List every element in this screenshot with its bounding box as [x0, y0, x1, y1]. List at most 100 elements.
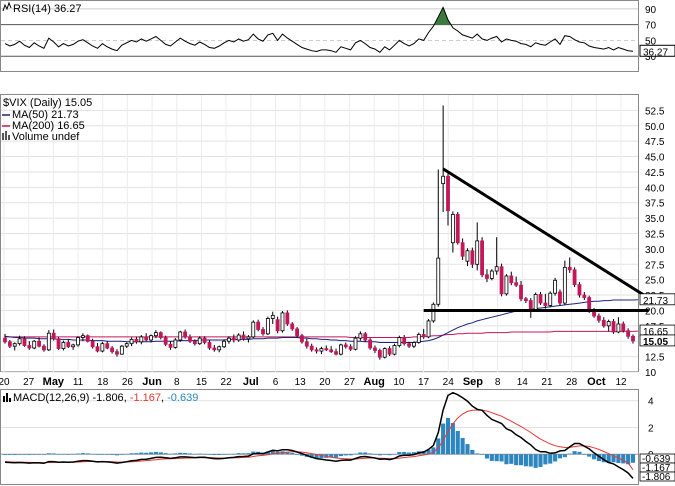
- candle-body: [582, 294, 587, 298]
- macd-hist-bar: [110, 454, 115, 455]
- rsi-badge-box: [639, 44, 675, 57]
- candle-body: [431, 303, 436, 322]
- macd-tick-label: 4: [648, 397, 654, 408]
- macd-hist-bar: [470, 449, 475, 455]
- candle-body: [212, 347, 217, 351]
- candle: [285, 310, 290, 326]
- ma50-badge-text: 21.73: [643, 296, 668, 307]
- macd-hist-bar: [343, 454, 348, 456]
- candle: [110, 346, 115, 354]
- candle: [509, 271, 514, 286]
- candle-body: [577, 284, 582, 296]
- macd-hist-bar: [71, 453, 76, 455]
- candle-body: [601, 319, 606, 327]
- candle: [295, 327, 300, 338]
- candle-body: [270, 314, 275, 319]
- macd-hist-bar: [173, 453, 178, 455]
- macd-hist-bar: [114, 454, 120, 456]
- macd-hist-bar: [577, 451, 582, 455]
- macd-hist-bar: [246, 453, 251, 455]
- ma200-badge-text: 16.65: [643, 327, 668, 338]
- candle-body: [426, 320, 431, 338]
- candle-body: [309, 345, 314, 351]
- candle-body: [105, 343, 110, 349]
- macd-hist-bar: [178, 452, 183, 455]
- candle-body: [110, 347, 115, 353]
- candle: [606, 319, 611, 332]
- macd-hist-bar: [562, 454, 567, 458]
- candle-body: [523, 298, 528, 301]
- candle-body: [499, 266, 504, 295]
- x-tick-label: 22: [221, 377, 233, 388]
- candle: [455, 211, 460, 245]
- candle: [338, 343, 343, 356]
- candle-body: [80, 335, 85, 338]
- last-price-badge-box: [639, 334, 675, 347]
- candle-body: [27, 345, 32, 349]
- candle-body: [533, 294, 538, 311]
- candle-body: [183, 331, 188, 338]
- macd-hist-bar: [222, 454, 227, 455]
- candle: [538, 291, 543, 305]
- candle-body: [217, 346, 222, 351]
- macd-line: [4, 391, 634, 479]
- trendline-descending: [442, 167, 650, 300]
- macd-hist-bar: [455, 430, 460, 455]
- candle: [7, 339, 12, 348]
- candle: [95, 343, 100, 353]
- macd-hist-bar: [475, 453, 480, 455]
- candle: [37, 337, 41, 348]
- macd-icon: [3, 393, 11, 402]
- candle-body: [197, 337, 202, 345]
- macd-hist-bar: [626, 454, 631, 465]
- candle: [519, 280, 523, 302]
- legend-label: MA(200) 16.65: [12, 120, 85, 132]
- macd-panel-frame: [0, 389, 639, 485]
- candle: [402, 335, 407, 346]
- candle: [241, 331, 246, 341]
- candle: [51, 329, 56, 341]
- candle-body: [17, 338, 22, 345]
- macd-hist-bar: [148, 452, 154, 455]
- candle: [100, 341, 105, 353]
- candle-body: [158, 332, 163, 338]
- x-tick-label: 26: [122, 377, 134, 388]
- macd-hist-bar: [523, 454, 528, 467]
- candle-body: [358, 333, 363, 339]
- macd-hist-bar: [480, 454, 485, 455]
- candle: [168, 341, 173, 350]
- candle: [489, 269, 494, 281]
- macd-hist-bar: [494, 454, 499, 462]
- candle-body: [616, 323, 621, 333]
- macd-hist-bar: [329, 454, 334, 458]
- candle-body: [168, 343, 173, 348]
- candle-body: [61, 342, 66, 350]
- macd-hist-bar: [163, 453, 168, 455]
- candle-body: [343, 344, 348, 348]
- candle-body: [188, 336, 192, 342]
- candle-body: [231, 337, 236, 341]
- candle-body: [222, 340, 226, 348]
- candle: [207, 339, 212, 350]
- macd-hist-bar: [533, 454, 538, 468]
- macd-hist-bar: [514, 454, 519, 466]
- candle: [115, 349, 119, 357]
- rsi-overbought-fill: [434, 7, 451, 25]
- candle: [543, 293, 548, 309]
- last-price-badge: 15.05: [639, 334, 675, 348]
- candle-body: [363, 333, 368, 341]
- macd-hist-bar: [538, 454, 543, 467]
- candle-body: [572, 269, 577, 285]
- candle: [499, 263, 504, 297]
- price-tick-label: 45.0: [645, 153, 665, 164]
- candle: [358, 331, 363, 341]
- candle-body: [95, 346, 100, 352]
- macd-hist-bar: [587, 454, 592, 457]
- candle: [22, 336, 27, 347]
- candle-body: [173, 339, 178, 348]
- candle-body: [236, 334, 241, 341]
- macd-hist-bar: [426, 449, 431, 455]
- candle: [562, 260, 567, 305]
- rsi-tick-label: 70: [645, 21, 657, 32]
- macd-hist-bar: [591, 454, 597, 460]
